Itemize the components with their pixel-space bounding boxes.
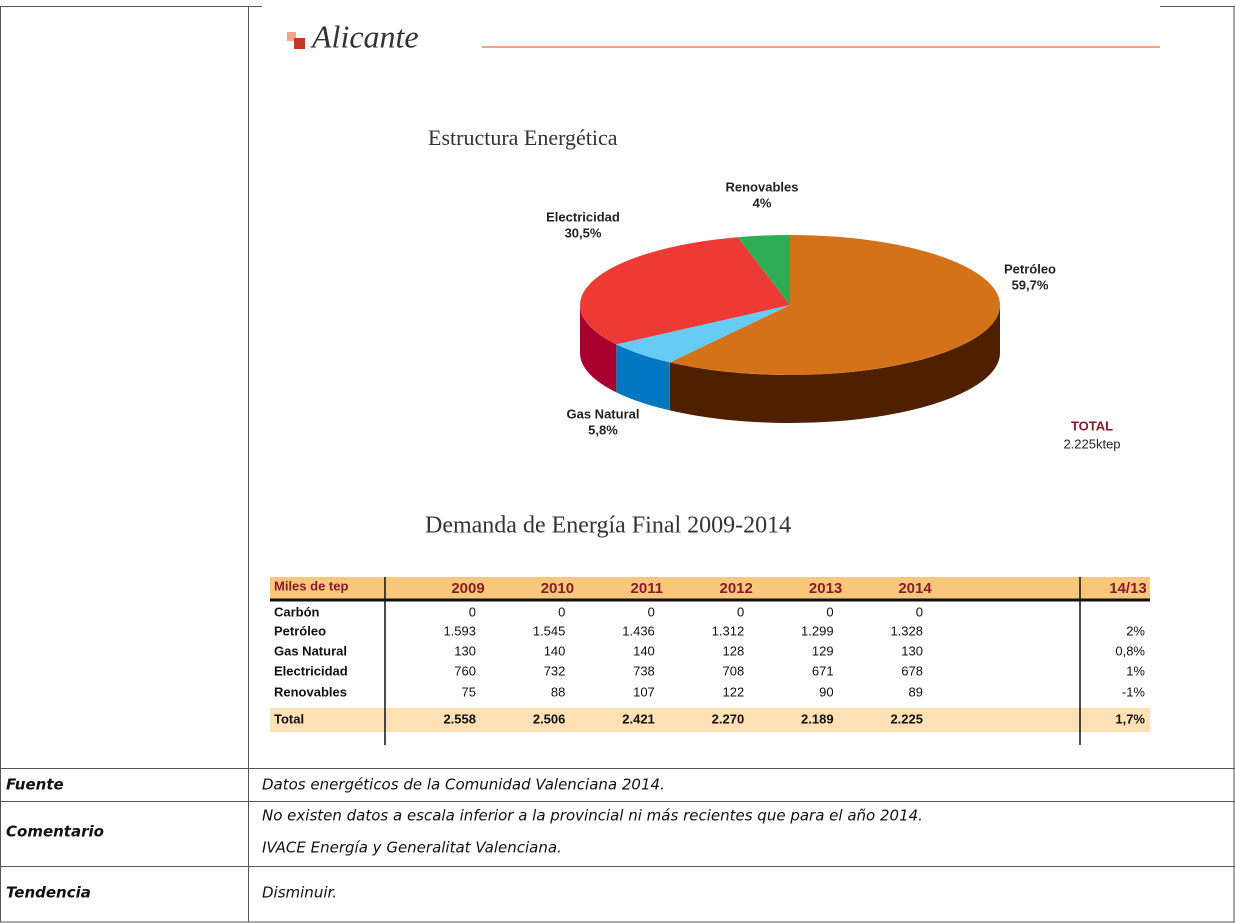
slice-side: [669, 305, 1000, 423]
slice-name: Petróleo: [1004, 261, 1056, 276]
slice: [737, 235, 790, 305]
info-label: Comentario: [6, 823, 104, 841]
total-value: 2.225ktep: [1063, 436, 1120, 451]
slice: [616, 305, 790, 363]
cell: 732: [544, 663, 566, 678]
frame: [0, 6, 1235, 923]
cell: 1.299: [801, 623, 834, 638]
slice: [669, 235, 1001, 375]
row-label: Renovables: [274, 684, 347, 699]
row-label: Total: [274, 711, 304, 726]
cell: 122: [722, 684, 744, 699]
cell: 0,8%: [1115, 643, 1145, 658]
header-cell: 14/13: [1109, 580, 1147, 597]
cell: 88: [551, 684, 565, 699]
header-cell: 2013: [809, 580, 842, 597]
data-table: Miles de tep 2009 2010 2011 2012 2013 2014 14/1…: [270, 577, 1150, 745]
slice-value: 30,5%: [565, 225, 602, 240]
cell: 0: [469, 604, 476, 619]
cell: 0: [916, 604, 923, 619]
cell: 1.436: [622, 623, 655, 638]
cell: 1.328: [890, 623, 923, 638]
slice-side: [580, 305, 617, 393]
cell: 0: [558, 604, 565, 619]
cell: 0: [826, 604, 833, 619]
icon: [287, 32, 296, 41]
cell: 75: [462, 684, 476, 699]
info-text: IVACE Energía y Generalitat Valenciana.: [262, 839, 562, 857]
cell: 140: [633, 643, 655, 658]
cell: 1.593: [443, 623, 476, 638]
cell: 2.421: [622, 711, 655, 726]
info-label: Fuente: [6, 776, 64, 794]
icon: [294, 38, 305, 49]
header-cell: 2010: [541, 580, 574, 597]
cell: 708: [722, 663, 744, 678]
row-label: Gas Natural: [274, 643, 347, 658]
slice-value: 5,8%: [588, 422, 618, 437]
total-bg: [270, 708, 1150, 732]
header-bg: [270, 577, 1150, 599]
cell: 738: [633, 663, 655, 678]
cell: 1.312: [712, 623, 745, 638]
cell: 107: [633, 684, 655, 699]
table-title: Demanda de Energía Final 2009-2014: [425, 513, 791, 539]
cell: 2.225: [890, 711, 923, 726]
header-cell: 2009: [451, 580, 484, 597]
cell: 90: [819, 684, 833, 699]
cell: 140: [544, 643, 566, 658]
info-text: No existen datos a escala inferior a la …: [262, 807, 923, 825]
slice-name: Gas Natural: [567, 406, 640, 421]
row-label: Electricidad: [274, 663, 348, 678]
cell: 2.558: [443, 711, 476, 726]
cell: 678: [901, 663, 923, 678]
slice-name: Renovables: [726, 179, 799, 194]
cell: 0: [737, 604, 744, 619]
total-label: TOTAL: [1071, 418, 1113, 433]
cell: 2%: [1126, 623, 1145, 638]
cell: 1%: [1126, 663, 1145, 678]
header-cell: 2012: [720, 580, 753, 597]
cell: 0: [648, 604, 655, 619]
header-cell: 2011: [631, 580, 664, 597]
header-cell: Miles de tep: [274, 578, 348, 593]
info-text: Disminuir.: [262, 884, 337, 902]
info-label: Tendencia: [6, 884, 91, 902]
slice-value: 59,7%: [1012, 277, 1049, 292]
chart-title: Estructura Energética: [428, 125, 618, 150]
info-text: Datos energéticos de la Comunidad Valenc…: [262, 776, 665, 794]
cell: 1,7%: [1115, 711, 1145, 726]
cell: 2.189: [801, 711, 834, 726]
slice: [580, 237, 790, 345]
cell: 2.506: [533, 711, 566, 726]
row-label: Carbón: [274, 604, 320, 619]
cell: 1.545: [533, 623, 566, 638]
cell: 130: [454, 643, 476, 658]
cell: 760: [454, 663, 476, 678]
cell: 128: [722, 643, 744, 658]
cell: 129: [812, 643, 834, 658]
cell: -1%: [1122, 684, 1146, 699]
header-cell: 2014: [898, 580, 932, 597]
info-rows: Fuente Datos energéticos de la Comunidad …: [6, 776, 923, 902]
slice-name: Electricidad: [546, 209, 620, 224]
slice-value: 4%: [753, 195, 772, 210]
slice-side: [616, 344, 670, 411]
cell: 89: [909, 684, 923, 699]
cell: 671: [812, 663, 834, 678]
cell: 2.270: [712, 711, 745, 726]
cell: 130: [901, 643, 923, 658]
row-label: Petróleo: [274, 623, 326, 638]
section-title: Alicante: [310, 18, 419, 54]
